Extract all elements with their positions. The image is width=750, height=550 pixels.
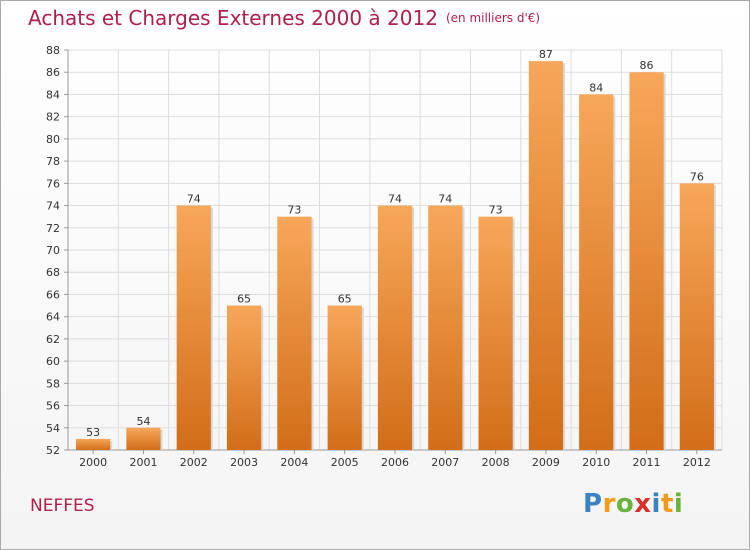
bar xyxy=(226,305,262,450)
chart-title-main: Achats et Charges Externes 2000 à 2012 xyxy=(28,6,438,30)
data-label: 84 xyxy=(589,81,603,94)
x-tick-label: 2012 xyxy=(683,456,711,469)
y-tick-label: 62 xyxy=(46,333,60,346)
x-tick-label: 2004 xyxy=(280,456,308,469)
y-tick-label: 82 xyxy=(46,111,60,124)
data-label: 74 xyxy=(438,193,452,206)
y-tick-label: 84 xyxy=(46,88,60,101)
bar xyxy=(126,427,161,450)
proxiti-logo: Proxiti xyxy=(583,489,684,519)
data-label: 76 xyxy=(690,170,704,183)
data-label: 65 xyxy=(338,293,352,306)
y-tick-label: 72 xyxy=(46,222,60,235)
y-tick-label: 76 xyxy=(46,177,60,190)
bar xyxy=(579,94,614,450)
x-tick-label: 2001 xyxy=(129,456,157,469)
bars xyxy=(76,61,716,451)
x-tick-label: 2003 xyxy=(230,456,258,469)
bar xyxy=(176,205,211,450)
commune-name: NEFFES xyxy=(30,496,95,516)
x-tick-label: 2009 xyxy=(532,456,560,469)
y-tick-label: 64 xyxy=(46,311,60,324)
y-tick-label: 58 xyxy=(46,377,60,390)
y-tick-label: 74 xyxy=(46,200,60,213)
data-label: 73 xyxy=(489,204,503,217)
y-tick-label: 54 xyxy=(46,422,60,435)
data-label: 74 xyxy=(187,193,201,206)
data-label: 86 xyxy=(640,59,654,72)
x-tick-label: 2011 xyxy=(633,456,661,469)
y-tick-label: 66 xyxy=(46,288,60,301)
data-label: 87 xyxy=(539,48,553,61)
bar xyxy=(327,305,362,450)
bar xyxy=(629,72,664,450)
data-labels: 53 54 74 65 73 65 74 74 73 87 84 86 76 xyxy=(86,48,704,439)
bar xyxy=(679,183,714,451)
axes: 52 54 56 58 60 62 64 66 68 70 72 74 76 78 80 82 84 86 88 20… xyxy=(46,44,722,469)
bar xyxy=(478,216,513,450)
y-tick-label: 70 xyxy=(46,244,60,257)
y-tick-label: 88 xyxy=(46,44,60,57)
bar xyxy=(76,438,111,450)
y-tick-label: 86 xyxy=(46,66,60,79)
y-tick-label: 52 xyxy=(46,444,60,457)
data-label: 54 xyxy=(136,415,150,428)
x-tick-label: 2008 xyxy=(482,456,510,469)
bar xyxy=(428,205,463,450)
bar xyxy=(277,216,312,450)
x-tick-label: 2006 xyxy=(381,456,409,469)
data-label: 53 xyxy=(86,426,100,439)
y-tick-label: 60 xyxy=(46,355,60,368)
data-label: 74 xyxy=(388,193,402,206)
x-tick-label: 2000 xyxy=(79,456,107,469)
x-tick-label: 2007 xyxy=(431,456,459,469)
data-label: 65 xyxy=(237,293,251,306)
chart-title: Achats et Charges Externes 2000 à 2012 (e… xyxy=(28,6,540,30)
x-tick-label: 2005 xyxy=(331,456,359,469)
y-tick-label: 78 xyxy=(46,155,60,168)
x-tick-label: 2002 xyxy=(180,456,208,469)
y-tick-label: 56 xyxy=(46,400,60,413)
bar xyxy=(528,61,564,450)
chart-title-unit: (en milliers d'€) xyxy=(445,11,541,25)
bar xyxy=(377,205,413,450)
y-tick-label: 80 xyxy=(46,133,60,146)
y-tick-label: 68 xyxy=(46,266,60,279)
data-label: 73 xyxy=(287,204,301,217)
x-tick-label: 2010 xyxy=(582,456,610,469)
